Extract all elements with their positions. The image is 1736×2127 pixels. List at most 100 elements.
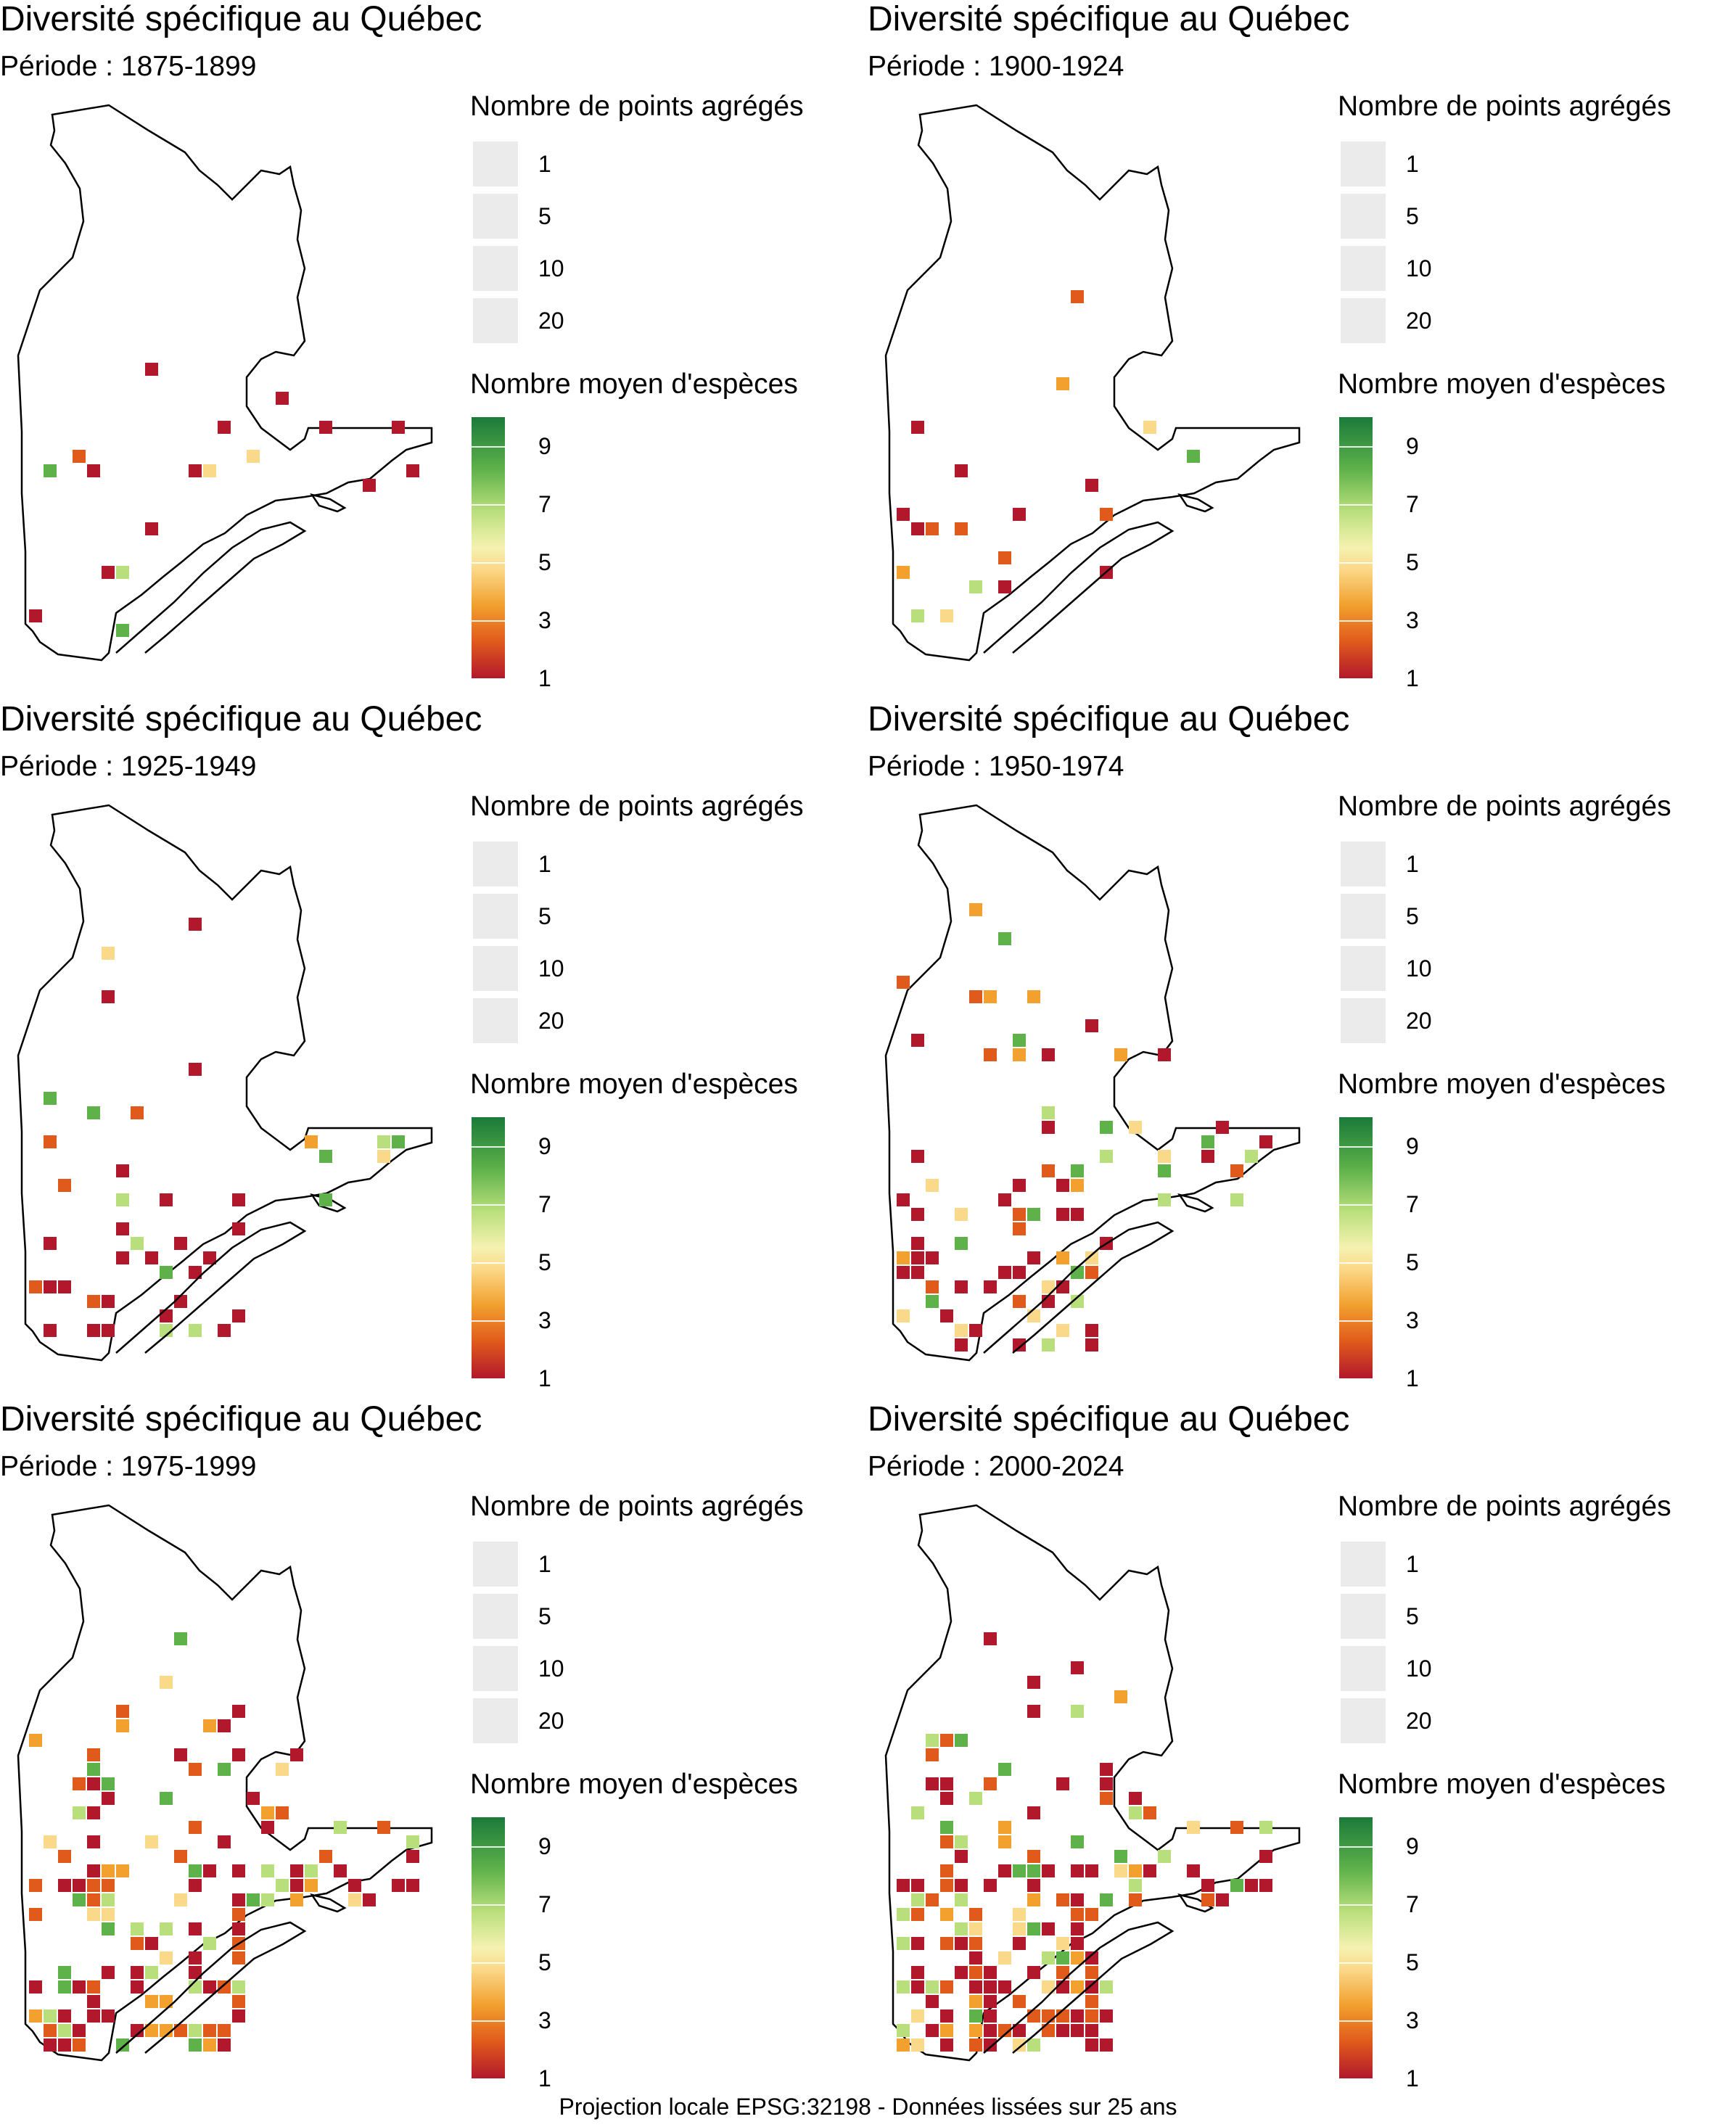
aggregated-cell bbox=[276, 392, 289, 405]
aggregated-cell bbox=[911, 1879, 924, 1892]
aggregated-cell bbox=[1114, 1864, 1127, 1877]
aggregated-cell bbox=[1114, 1048, 1127, 1061]
aggregated-cell bbox=[955, 1966, 968, 1979]
aggregated-cell bbox=[29, 1980, 42, 1994]
color-scale-label: 5 bbox=[1406, 1249, 1419, 1275]
aggregated-cell bbox=[926, 1734, 939, 1747]
color-scale-label: 1 bbox=[1406, 1365, 1419, 1391]
color-scale-bar bbox=[1339, 1817, 1373, 2078]
aggregated-cell bbox=[1027, 1966, 1040, 1979]
color-scale-tick bbox=[1339, 446, 1373, 448]
panel-title: Diversité spécifique au Québec bbox=[868, 700, 1350, 739]
size-legend-key bbox=[473, 946, 518, 991]
aggregated-cell bbox=[1216, 1893, 1229, 1906]
aggregated-cell bbox=[998, 551, 1011, 564]
aggregated-cell bbox=[940, 609, 953, 622]
aggregated-cell bbox=[392, 1879, 405, 1892]
color-scale-bar bbox=[1339, 417, 1373, 678]
color-scale-tick bbox=[1339, 678, 1373, 680]
aggregated-cell bbox=[911, 1208, 924, 1221]
size-legend-title: Nombre de points agrégés bbox=[1338, 791, 1671, 822]
size-legend-key bbox=[473, 1594, 518, 1639]
aggregated-cell bbox=[911, 1266, 924, 1279]
saint-lawrence-river bbox=[115, 1221, 307, 1354]
aggregated-cell bbox=[232, 1748, 245, 1761]
aggregated-cell bbox=[145, 1995, 158, 2008]
aggregated-cell bbox=[145, 1835, 158, 1848]
aggregated-cell bbox=[940, 1821, 953, 1834]
size-legend-key bbox=[1341, 1646, 1386, 1691]
size-legend-label: 5 bbox=[538, 1603, 551, 1629]
size-legend-key bbox=[473, 842, 518, 886]
color-scale-label: 9 bbox=[538, 1833, 551, 1859]
size-legend-label: 1 bbox=[538, 1551, 551, 1577]
aggregated-cell bbox=[406, 464, 419, 477]
size-legend-title: Nombre de points agrégés bbox=[470, 791, 804, 822]
aggregated-cell bbox=[897, 1980, 910, 1994]
aggregated-cell bbox=[1056, 1179, 1069, 1192]
aggregated-cell bbox=[174, 1748, 187, 1761]
aggregated-cell bbox=[116, 566, 129, 579]
aggregated-cell bbox=[305, 1864, 318, 1877]
aggregated-cell bbox=[1013, 2038, 1026, 2052]
size-legend-label: 10 bbox=[538, 955, 564, 982]
size-legend-key bbox=[473, 1542, 518, 1587]
aggregated-cell bbox=[1013, 1995, 1026, 2008]
aggregated-cell bbox=[1013, 1908, 1026, 1921]
aggregated-cell bbox=[102, 1792, 115, 1805]
aggregated-cell bbox=[897, 1193, 910, 1206]
aggregated-cell bbox=[1071, 1661, 1084, 1674]
aggregated-cell bbox=[1071, 1295, 1084, 1308]
color-scale-bar bbox=[472, 1117, 505, 1378]
color-scale-tick bbox=[472, 1962, 505, 1964]
aggregated-cell bbox=[131, 1937, 144, 1950]
aggregated-cell bbox=[940, 2009, 953, 2023]
saint-lawrence-river bbox=[115, 1921, 307, 2054]
aggregated-cell bbox=[1071, 1908, 1084, 1921]
aggregated-cell bbox=[1071, 1705, 1084, 1718]
aggregated-cell bbox=[102, 1324, 115, 1337]
aggregated-cell bbox=[334, 1821, 347, 1834]
aggregated-cell bbox=[189, 1922, 202, 1935]
province-outline bbox=[17, 1504, 433, 2062]
aggregated-cell bbox=[116, 1864, 129, 1877]
size-legend-key bbox=[1341, 141, 1386, 186]
aggregated-cell bbox=[955, 1850, 968, 1863]
aggregated-cell bbox=[1129, 1121, 1142, 1134]
aggregated-cell bbox=[969, 1908, 982, 1921]
aggregated-cell bbox=[911, 2038, 924, 2052]
aggregated-cell bbox=[1187, 1821, 1200, 1834]
aggregated-cell bbox=[1042, 2009, 1055, 2023]
color-scale-label: 7 bbox=[1406, 491, 1419, 517]
aggregated-cell bbox=[911, 1150, 924, 1163]
aggregated-cell bbox=[116, 1222, 129, 1235]
aggregated-cell bbox=[131, 1237, 144, 1250]
color-scale-tick bbox=[472, 678, 505, 680]
aggregated-cell bbox=[87, 1879, 100, 1892]
aggregated-cell bbox=[998, 1266, 1011, 1279]
color-scale-label: 9 bbox=[538, 1133, 551, 1159]
aggregated-cell bbox=[247, 1792, 260, 1805]
map-panel: Diversité spécifique au Québec Période : … bbox=[0, 1400, 868, 2100]
anticosti-island bbox=[1177, 1193, 1214, 1213]
aggregated-cell bbox=[1056, 1893, 1069, 1906]
aggregated-cell bbox=[116, 1719, 129, 1732]
aggregated-cell bbox=[102, 2009, 115, 2023]
aggregated-cell bbox=[189, 1821, 202, 1834]
aggregated-cell bbox=[1100, 1763, 1113, 1776]
color-scale-tick bbox=[1339, 1320, 1373, 1322]
aggregated-cell bbox=[911, 421, 924, 434]
aggregated-cell bbox=[406, 1879, 419, 1892]
aggregated-cell bbox=[1013, 1034, 1026, 1047]
aggregated-cell bbox=[1085, 1980, 1098, 1994]
color-scale-tick bbox=[472, 562, 505, 564]
aggregated-cell bbox=[969, 2024, 982, 2037]
aggregated-cell bbox=[232, 1309, 245, 1322]
size-legend-label: 1 bbox=[538, 851, 551, 877]
aggregated-cell bbox=[926, 1280, 939, 1293]
aggregated-cell bbox=[926, 1995, 939, 2008]
aggregated-cell bbox=[102, 1864, 115, 1877]
size-legend-key bbox=[473, 1646, 518, 1691]
anticosti-island bbox=[1177, 1893, 1214, 1913]
aggregated-cell bbox=[1071, 1208, 1084, 1221]
